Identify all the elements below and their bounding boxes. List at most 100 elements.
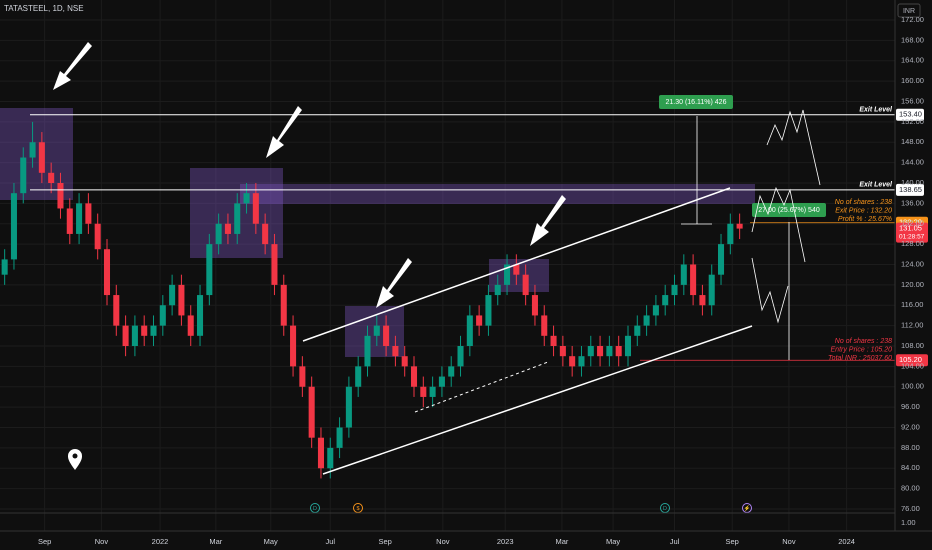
candle-body (541, 315, 548, 336)
candles (1, 121, 743, 479)
x-tick-label: Mar (209, 537, 222, 546)
candle-body (197, 295, 204, 336)
candle-body (345, 386, 352, 428)
candle-body (531, 295, 538, 316)
pin-hole (72, 453, 78, 459)
candle-body (690, 264, 697, 296)
candle-body (131, 325, 138, 346)
y-tick-label: 88.00 (901, 443, 920, 452)
y-tick-label: 104.00 (901, 361, 924, 370)
candle-body (606, 346, 613, 357)
candle-body (159, 305, 166, 326)
candle-body (485, 295, 492, 326)
arrow (53, 42, 92, 90)
candle-body (429, 386, 436, 397)
candle-body (392, 346, 399, 357)
candle-body (569, 356, 576, 367)
candle-body (662, 295, 669, 306)
candle-body (141, 325, 148, 336)
price-tag (896, 183, 924, 196)
y-tick-label: 136.00 (901, 198, 924, 207)
candle-body (718, 244, 725, 275)
candle-body (187, 315, 194, 336)
x-tick-label: 2022 (152, 537, 169, 546)
y-tick-label: 148.00 (901, 137, 924, 146)
candle-body (383, 325, 390, 346)
candle-body (504, 264, 511, 285)
x-tick-label: Jul (325, 537, 335, 546)
x-tick-label: 2023 (497, 537, 514, 546)
x-tick-label: Nov (782, 537, 796, 546)
measure-box (659, 95, 733, 109)
candle-body (103, 249, 111, 296)
x-tick-label: Sep (726, 537, 739, 546)
y-tick-label: 164.00 (901, 56, 924, 65)
event-label: $ (356, 506, 359, 512)
candle-body (94, 223, 101, 250)
candle-body (38, 142, 45, 173)
candle-body (476, 315, 483, 326)
currency: INR (903, 8, 915, 15)
x-tick-label: Sep (378, 537, 391, 546)
x-tick-label: Mar (555, 537, 568, 546)
candle-body (113, 295, 120, 326)
y-tick-label: 112.00 (901, 321, 923, 330)
price-tag-label: 153.40 (899, 110, 922, 119)
arrow (376, 258, 412, 308)
candle-body (578, 356, 585, 367)
arrow (266, 106, 302, 158)
candle-body (178, 284, 185, 316)
candle-body (708, 274, 715, 306)
y-tick-label: 152.00 (901, 117, 924, 126)
event-label: ⚡ (744, 505, 751, 512)
candle-body (48, 172, 55, 183)
candle-body (671, 284, 678, 296)
candle-body (252, 193, 259, 224)
level-name: Exit Level (859, 182, 893, 189)
candle-body (122, 325, 129, 346)
candle-body (364, 335, 371, 367)
y-tick-label: 84.00 (901, 463, 920, 472)
candle-body (494, 284, 501, 296)
candle-body (652, 305, 659, 316)
candle-body (20, 157, 27, 194)
axes: 76.00 80.00 84.00 88.00 92.00 96.00 100.00 104.… (38, 15, 924, 546)
candle-body (169, 284, 176, 306)
y-tick-label: 168.00 (901, 35, 924, 44)
candle-body (57, 183, 64, 209)
candle-body (76, 203, 83, 234)
y-tick-label: 116.00 (901, 300, 923, 309)
y-tick-label: 1.00 (901, 518, 916, 527)
arrow (530, 195, 566, 246)
candle-body (66, 208, 73, 234)
x-tick-label: Nov (436, 537, 450, 546)
y-tick-label: 132.00 (901, 219, 924, 228)
countdown: 01:28:57 (899, 233, 925, 240)
x-tick-label: Nov (95, 537, 109, 546)
y-tick-label: 100.00 (901, 382, 924, 391)
entry-note: Entry Price : 105.20 (831, 346, 893, 353)
candle-body (680, 264, 687, 285)
y-tick-label: 124.00 (901, 259, 924, 268)
y-tick-label: 76.00 (901, 504, 920, 513)
x-tick-label: Sep (38, 537, 51, 546)
price-tag (896, 354, 928, 367)
currency-box (897, 3, 921, 18)
candle-body (438, 376, 445, 387)
y-tick-label: 128.00 (901, 239, 924, 248)
candle-body (587, 346, 594, 357)
price-tag (896, 108, 924, 121)
candle-body (234, 203, 241, 234)
candle-body (513, 264, 520, 275)
candle-body (699, 295, 706, 306)
trend-line (302, 187, 731, 342)
candle-body (308, 386, 315, 438)
projection (751, 257, 789, 324)
measure-label: 27.00 (25.67%) 540 (758, 207, 820, 214)
candle-body (317, 437, 324, 469)
candle-body (29, 142, 36, 158)
candle-body (615, 346, 622, 357)
y-tick-label: 156.00 (901, 96, 924, 105)
y-tick-label: 108.00 (901, 341, 924, 350)
